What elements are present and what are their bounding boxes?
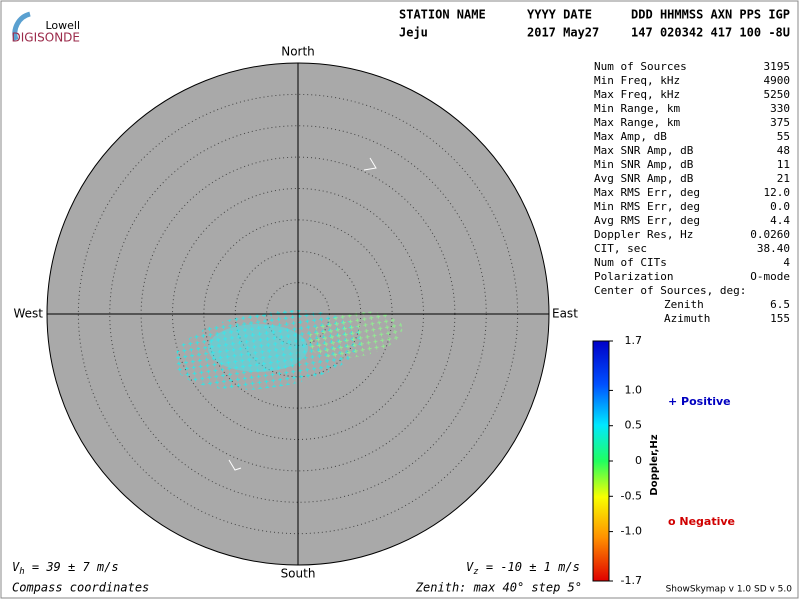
stat-label: Doppler Res, Hz (594, 228, 693, 241)
center-label: Azimuth (664, 312, 710, 325)
coords-note: Compass coordinates (12, 581, 149, 595)
colorbar-tick-label: 0.5 (625, 419, 643, 432)
stat-label: Max Range, km (594, 116, 680, 129)
stat-value: 55 (777, 130, 790, 143)
header-label: YYYY DATE (527, 8, 592, 22)
marker (228, 459, 242, 471)
center-value: 6.5 (770, 298, 790, 311)
center-title: Center of Sources, deg: (594, 284, 746, 297)
header: STATION NAME YYYY DATE DDD HHMMSS AXN PP… (399, 8, 790, 40)
stat-label: Min Range, km (594, 102, 680, 115)
source-cloud-green (307, 311, 403, 359)
colorbar-tick-label: -1.7 (621, 574, 642, 587)
stat-label: Num of Sources (594, 60, 687, 73)
compass-east: East (552, 307, 578, 321)
stat-label: Max Amp, dB (594, 130, 667, 143)
colorbar-tick-label: -1.0 (621, 525, 642, 538)
sky-map (46, 62, 550, 566)
colorbar-ticks: 1.7 1.0 0.5 0 -0.5 -1.0 -1.7 (609, 334, 642, 587)
stat-label: Min SNR Amp, dB (594, 158, 694, 171)
version: ShowSkymap v 1.0 SD v 5.0 (666, 585, 793, 595)
stat-value: 4.4 (770, 214, 790, 227)
stat-label: Min Freq, kHz (594, 74, 680, 87)
vh-text: = 39 ± 7 m/s (25, 560, 119, 574)
logo-top: Lowell (45, 19, 80, 32)
source-cloud-core (208, 324, 308, 372)
stat-label: Avg RMS Err, deg (594, 214, 700, 227)
center-value: 155 (770, 312, 790, 325)
stat-value: 48 (777, 144, 790, 157)
stat-label: Avg SNR Amp, dB (594, 172, 694, 185)
vz-text: = -10 ± 1 m/s (479, 560, 580, 574)
colorbar-title: Doppler,Hz (649, 434, 660, 495)
vz: Vz = -10 ± 1 m/s (466, 560, 580, 577)
stat-value: 375 (770, 116, 790, 129)
zenith-note: Zenith: max 40° step 5° (415, 581, 582, 595)
vz-subscript: z (473, 567, 478, 577)
stat-value: 21 (777, 172, 790, 185)
stat-value: 5250 (764, 88, 791, 101)
stat-value: 330 (770, 102, 790, 115)
stat-label: Max RMS Err, deg (594, 186, 700, 199)
logo-arc (12, 11, 31, 41)
stat-value: 11 (777, 158, 790, 171)
stat-label: Polarization (594, 270, 673, 283)
center-label: Zenith (664, 298, 704, 311)
stat-label: CIT, sec (594, 242, 647, 255)
colorbar-tick-label: 0 (635, 454, 642, 467)
vh: Vh = 39 ± 7 m/s (12, 560, 119, 577)
colorbar (592, 340, 610, 582)
stat-label: Min RMS Err, deg (594, 200, 700, 213)
vh-symbol: V (12, 560, 20, 574)
header-label: DDD HHMMSS AXN PPS IGP (631, 8, 790, 22)
colorbar-tick-label: 1.7 (625, 334, 643, 347)
header-label: STATION NAME (399, 8, 486, 22)
vz-symbol: V (466, 560, 474, 574)
stat-value: 0.0260 (750, 228, 790, 241)
compass-north: North (281, 45, 315, 59)
stats-table: Num of Sources 3195 Min Freq, kHz 4900 Max F… (594, 60, 790, 325)
header-value: 2017 May27 (527, 26, 599, 40)
legend-negative: o Negative (668, 515, 735, 528)
stat-value: 0.0 (770, 200, 790, 213)
vh-subscript: h (19, 567, 24, 577)
stat-label: Max SNR Amp, dB (594, 144, 694, 157)
stat-value: 4900 (764, 74, 791, 87)
stat-value: 4 (783, 256, 790, 269)
logo-bottom: DIGISONDE (12, 31, 80, 45)
compass-west: West (13, 307, 43, 321)
stat-value: 38.40 (757, 242, 790, 255)
header-value: 147 020342 417 100 -8U (631, 26, 790, 40)
stat-value: 3195 (764, 60, 791, 73)
colorbar-tick-label: 1.0 (625, 383, 643, 396)
stat-label: Num of CITs (594, 256, 667, 269)
colorbar-tick-label: -0.5 (621, 489, 642, 502)
stat-value: 12.0 (764, 186, 791, 199)
header-value: Jeju (399, 26, 428, 40)
legend-positive: + Positive (668, 395, 731, 408)
stat-value: O-mode (750, 270, 790, 283)
marker (363, 157, 377, 171)
compass-south: South (281, 567, 316, 581)
stat-label: Max Freq, kHz (594, 88, 680, 101)
